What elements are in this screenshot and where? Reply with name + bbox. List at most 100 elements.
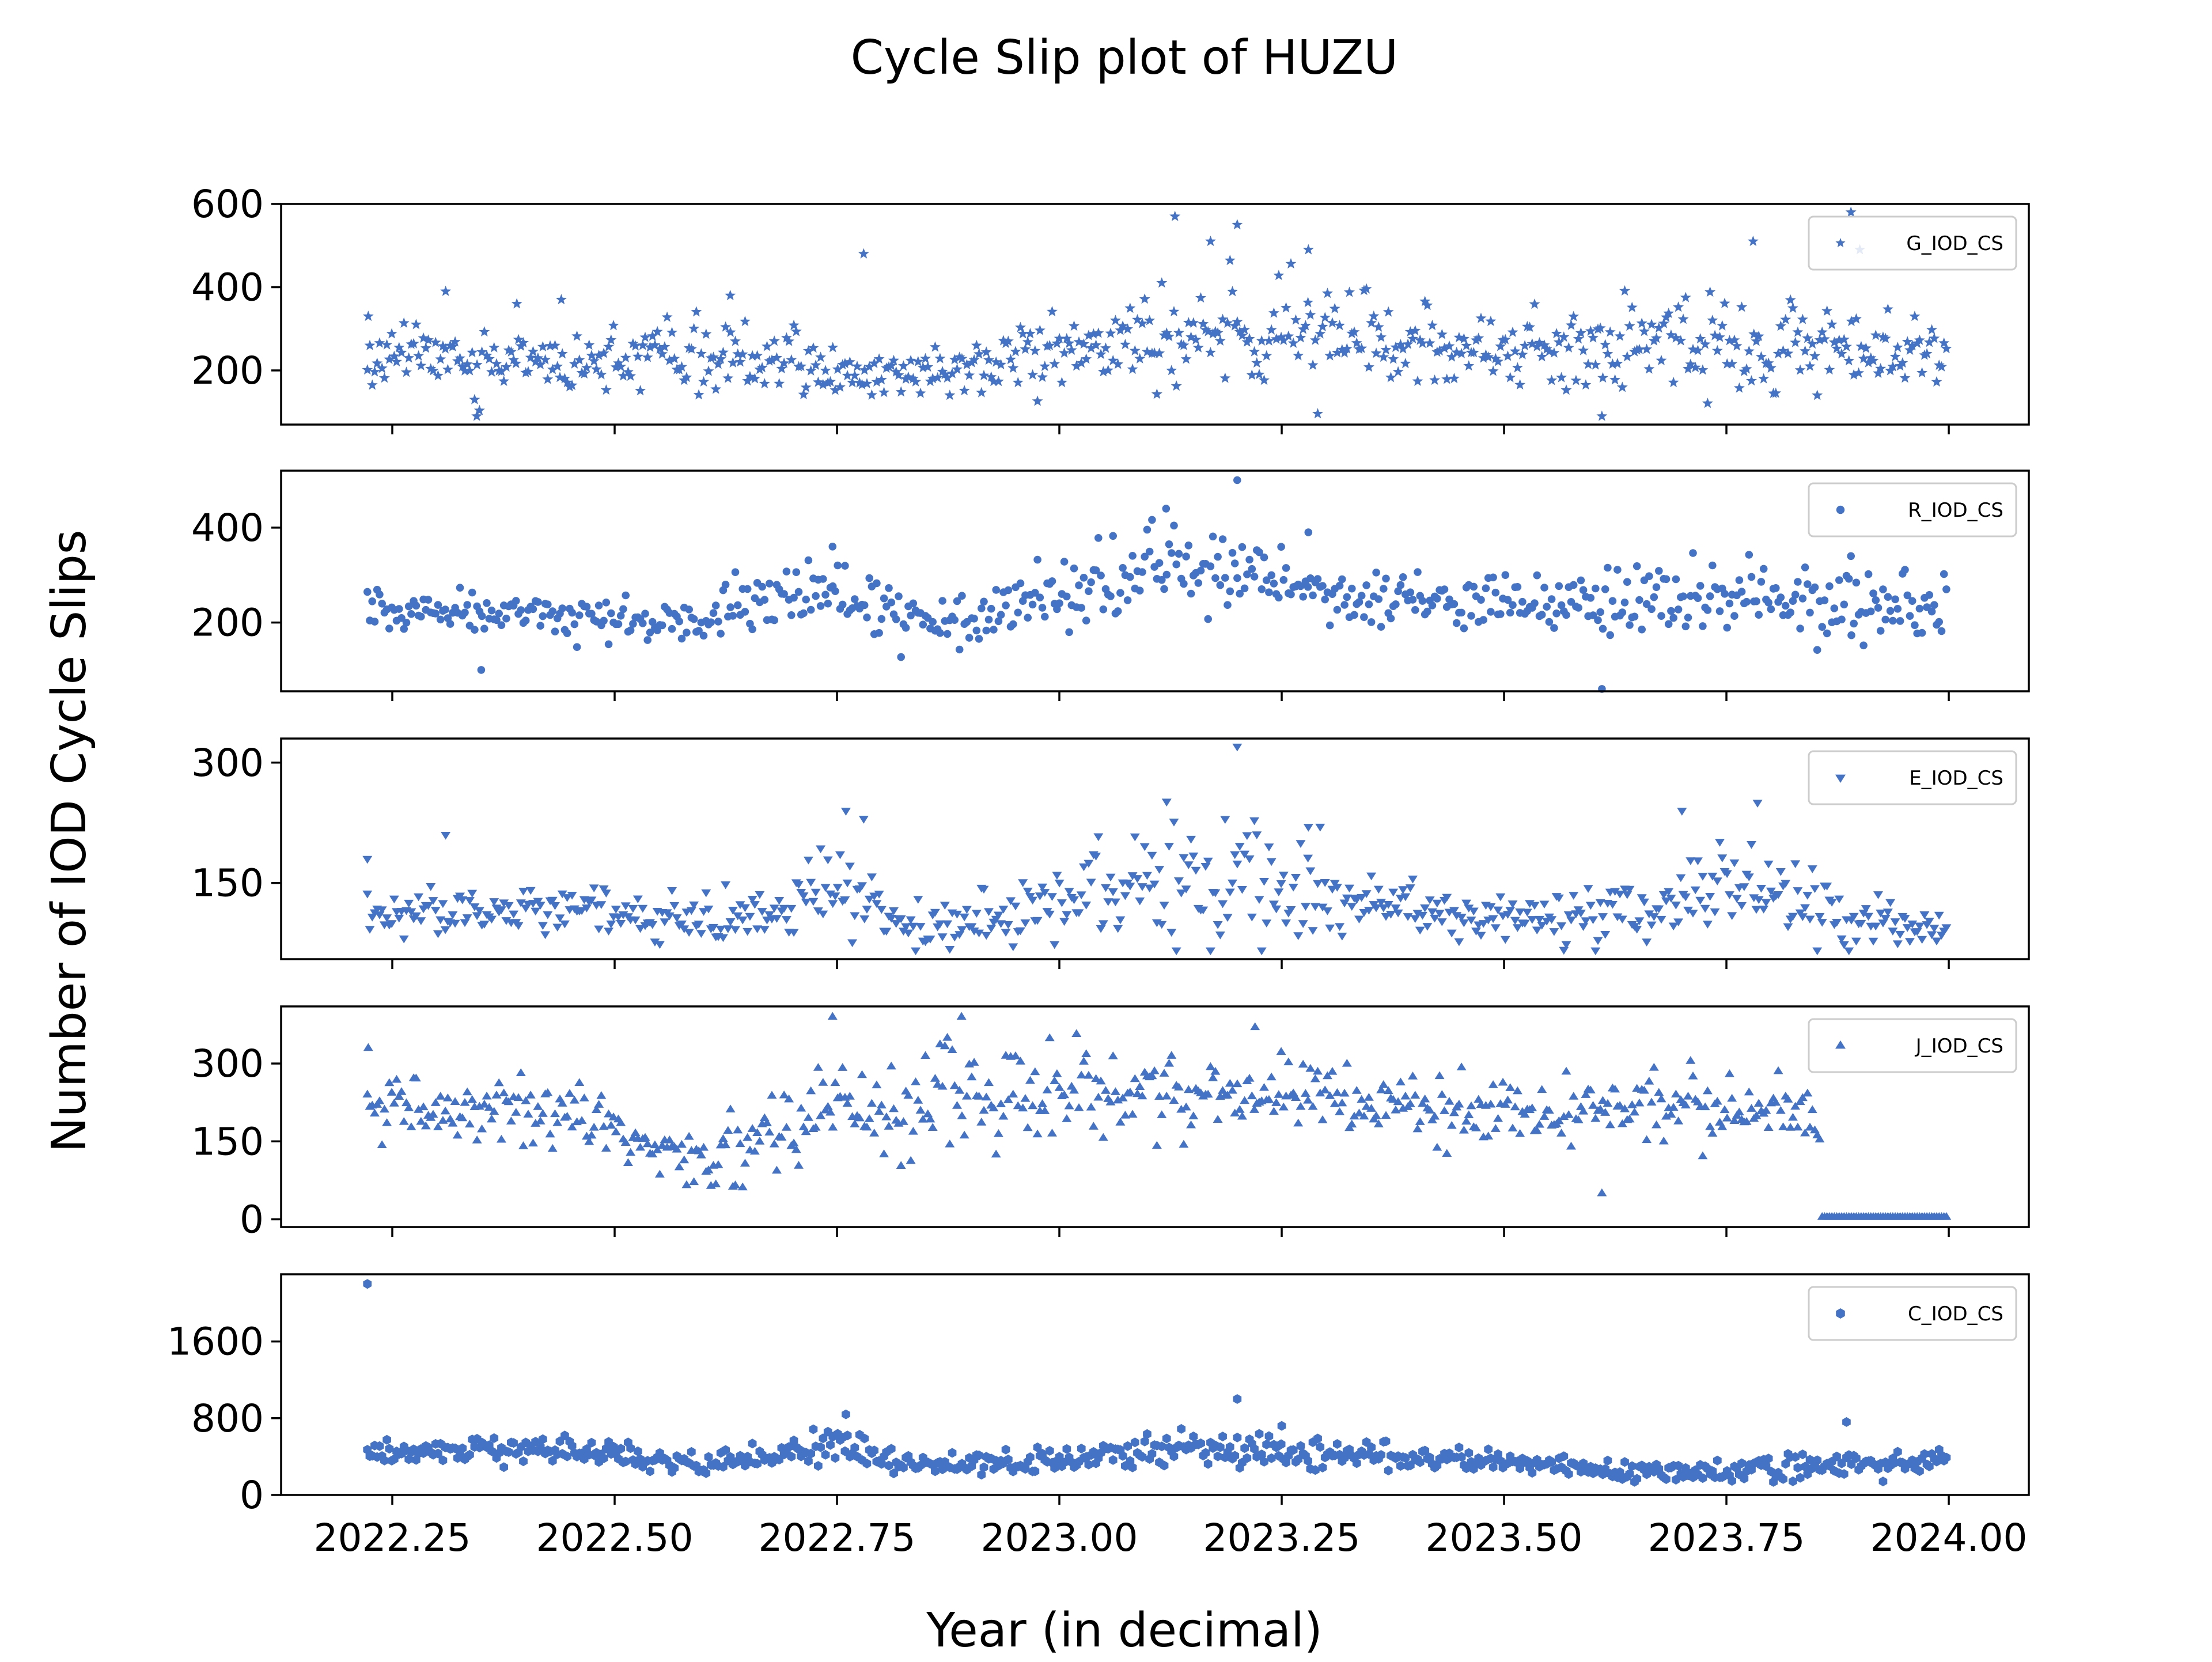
data-point <box>857 882 867 890</box>
data-point <box>688 323 700 334</box>
data-point <box>1803 1469 1812 1479</box>
data-point <box>1004 586 1013 595</box>
data-point <box>1473 332 1484 343</box>
data-point <box>859 915 870 923</box>
data-point <box>1172 560 1180 569</box>
data-point <box>759 926 770 934</box>
data-point <box>1038 604 1047 612</box>
data-point <box>881 927 892 936</box>
data-point <box>1864 570 1873 578</box>
data-point <box>1333 605 1342 614</box>
data-point <box>1766 887 1776 896</box>
data-point <box>1879 585 1887 593</box>
data-point <box>1373 885 1384 894</box>
data-point <box>1233 1432 1242 1443</box>
data-point <box>1245 555 1253 564</box>
data-point <box>1589 611 1597 619</box>
data-point <box>903 1091 914 1099</box>
data-point <box>1024 328 1036 339</box>
data-point <box>411 1073 421 1082</box>
data-point <box>1400 358 1411 369</box>
data-point <box>1009 620 1017 629</box>
x-tick-label: 2023.25 <box>1203 1516 1361 1560</box>
data-point <box>1679 592 1687 600</box>
data-point <box>1929 925 1940 933</box>
data-point <box>1772 348 1784 359</box>
data-point <box>581 904 592 913</box>
data-point <box>866 873 877 881</box>
data-point <box>1077 604 1085 612</box>
data-point <box>910 376 922 387</box>
data-point <box>1477 596 1485 604</box>
data-point <box>958 592 966 600</box>
data-point <box>1275 331 1287 342</box>
data-point <box>1154 1092 1165 1100</box>
data-point <box>1486 903 1496 911</box>
data-point <box>1727 1093 1737 1102</box>
data-point <box>1573 1115 1584 1123</box>
data-point <box>1109 532 1117 540</box>
data-point <box>1615 1101 1625 1109</box>
data-point <box>1135 1082 1145 1090</box>
data-point <box>378 600 386 608</box>
data-point <box>1391 904 1401 913</box>
data-point <box>721 881 731 889</box>
data-point <box>1342 894 1352 903</box>
data-point <box>432 370 444 381</box>
data-point <box>1924 917 1934 926</box>
data-point <box>1159 902 1169 910</box>
data-point <box>487 915 497 924</box>
data-point <box>1797 1093 1808 1101</box>
data-point <box>888 354 899 365</box>
data-point <box>374 337 385 348</box>
data-point <box>892 615 900 623</box>
data-point <box>516 1068 526 1077</box>
data-point <box>785 1442 793 1452</box>
data-point <box>1317 903 1328 912</box>
data-point <box>1138 568 1146 576</box>
data-point <box>1426 320 1438 331</box>
data-point <box>1627 1100 1637 1108</box>
data-point <box>1203 1459 1213 1469</box>
data-point <box>862 1459 872 1469</box>
data-point <box>440 343 451 354</box>
data-point <box>996 920 1006 928</box>
data-point <box>1230 559 1239 567</box>
data-point <box>1580 379 1592 390</box>
data-point <box>1684 614 1692 622</box>
data-point <box>1751 1111 1762 1119</box>
data-point <box>609 1441 618 1452</box>
data-point <box>586 896 597 904</box>
axes-frame <box>280 1273 2030 1496</box>
data-point <box>1354 1108 1364 1117</box>
data-point <box>1456 914 1467 922</box>
data-point <box>1813 1455 1822 1466</box>
data-point <box>459 365 471 376</box>
data-point <box>1751 335 1762 346</box>
data-point <box>1015 927 1025 936</box>
data-point <box>1941 343 1952 354</box>
data-point <box>1234 1105 1245 1113</box>
data-point <box>915 387 926 398</box>
data-point <box>630 340 641 351</box>
data-point <box>1524 321 1536 332</box>
data-point <box>398 317 410 328</box>
data-point <box>1132 875 1143 883</box>
data-point <box>1187 589 1195 598</box>
data-point <box>1493 906 1503 915</box>
data-point <box>806 605 815 614</box>
data-point <box>1896 617 1904 625</box>
data-point <box>1367 1442 1376 1452</box>
data-point <box>1243 570 1251 578</box>
data-point <box>578 368 590 378</box>
data-point <box>632 351 643 362</box>
data-point <box>824 599 832 608</box>
data-point <box>1265 588 1273 596</box>
data-point <box>1416 338 1428 349</box>
data-point <box>1859 641 1868 650</box>
data-point <box>1264 1431 1274 1441</box>
data-point <box>1463 360 1475 371</box>
data-point <box>618 370 629 381</box>
data-point <box>559 920 570 929</box>
